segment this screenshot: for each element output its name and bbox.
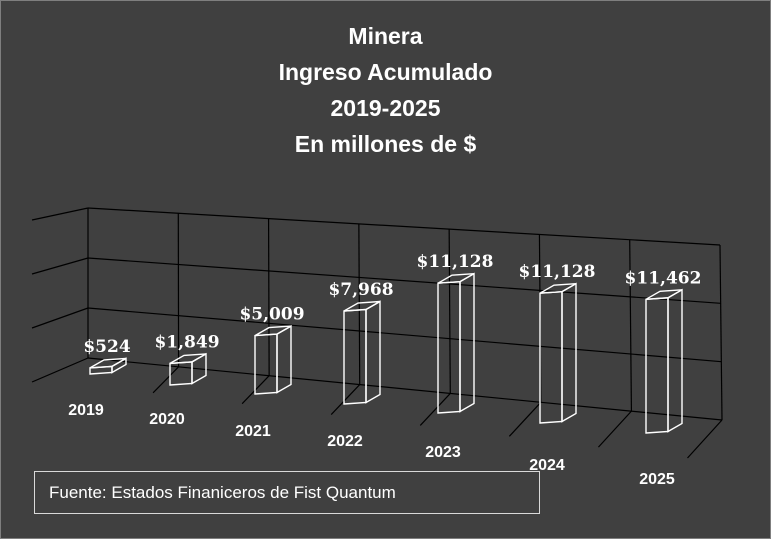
grid-line [87, 207, 721, 246]
grid-line [87, 257, 721, 304]
data-label: $11,128 [417, 252, 494, 272]
labels-layer: $524 $1,849 $5,009 $7,968 $11,128 $11,128 $11,… [68, 252, 701, 488]
bar-top [169, 353, 207, 365]
data-label: $5,009 [239, 305, 304, 325]
title-line-1: Minera [348, 23, 423, 49]
grid-line [31, 207, 89, 221]
grid-line [358, 223, 361, 385]
bar [169, 352, 207, 386]
grid-line [31, 257, 89, 275]
bar-front [254, 333, 278, 395]
bar-top [254, 325, 292, 337]
title-line-3: 2019-2025 [330, 95, 441, 121]
bar-front [169, 361, 193, 386]
bar [437, 272, 475, 414]
bar [645, 288, 683, 434]
floor-line [152, 366, 179, 394]
bar-top [89, 357, 127, 369]
bar-side [459, 272, 475, 413]
x-tick-label: 2020 [149, 411, 185, 428]
bar-top [645, 289, 683, 300]
x-tick-label: 2025 [639, 471, 675, 488]
bar [539, 282, 577, 424]
bar-side [365, 300, 381, 404]
x-tick-label: 2019 [68, 402, 104, 419]
data-label: $524 [83, 337, 130, 357]
bar-top [539, 283, 577, 294]
source-note: Fuente: Estados Finaniceros de Fist Quan… [34, 471, 540, 514]
x-tick-label: 2024 [529, 457, 565, 474]
bar [89, 357, 127, 375]
x-tick-label: 2023 [425, 444, 461, 461]
title-line-4: En millones de $ [294, 131, 477, 157]
bar [254, 324, 292, 395]
data-label: $11,462 [625, 268, 702, 288]
bar-side [561, 282, 577, 423]
grid-line [87, 307, 722, 363]
grid-line [629, 239, 633, 412]
grid-line [31, 307, 89, 329]
x-tick-label: 2021 [235, 423, 271, 440]
chart-title: Minera Ingreso Acumulado 2019-2025 En mi… [0, 18, 771, 162]
grid-layer [31, 207, 723, 459]
grid-line [87, 357, 723, 421]
floor-line [508, 401, 542, 437]
data-label: $7,968 [328, 280, 393, 300]
title-line-2: Ingreso Acumulado [278, 59, 493, 85]
floor-line [330, 384, 361, 415]
floor-line [597, 410, 632, 448]
bar [343, 300, 381, 405]
bar-top [343, 300, 381, 312]
x-tick-label: 2022 [327, 433, 363, 450]
grid-line [31, 357, 89, 383]
floor-line [419, 393, 451, 426]
bar-side [667, 288, 683, 433]
bars-layer [89, 272, 683, 434]
grid-line [448, 229, 451, 394]
grid-line [719, 244, 723, 421]
floor-line [687, 419, 723, 459]
data-label: $11,128 [519, 262, 596, 282]
data-label: $1,849 [154, 332, 219, 352]
grid-line [267, 218, 270, 376]
bar-side [276, 324, 292, 394]
bar-top [437, 273, 475, 284]
